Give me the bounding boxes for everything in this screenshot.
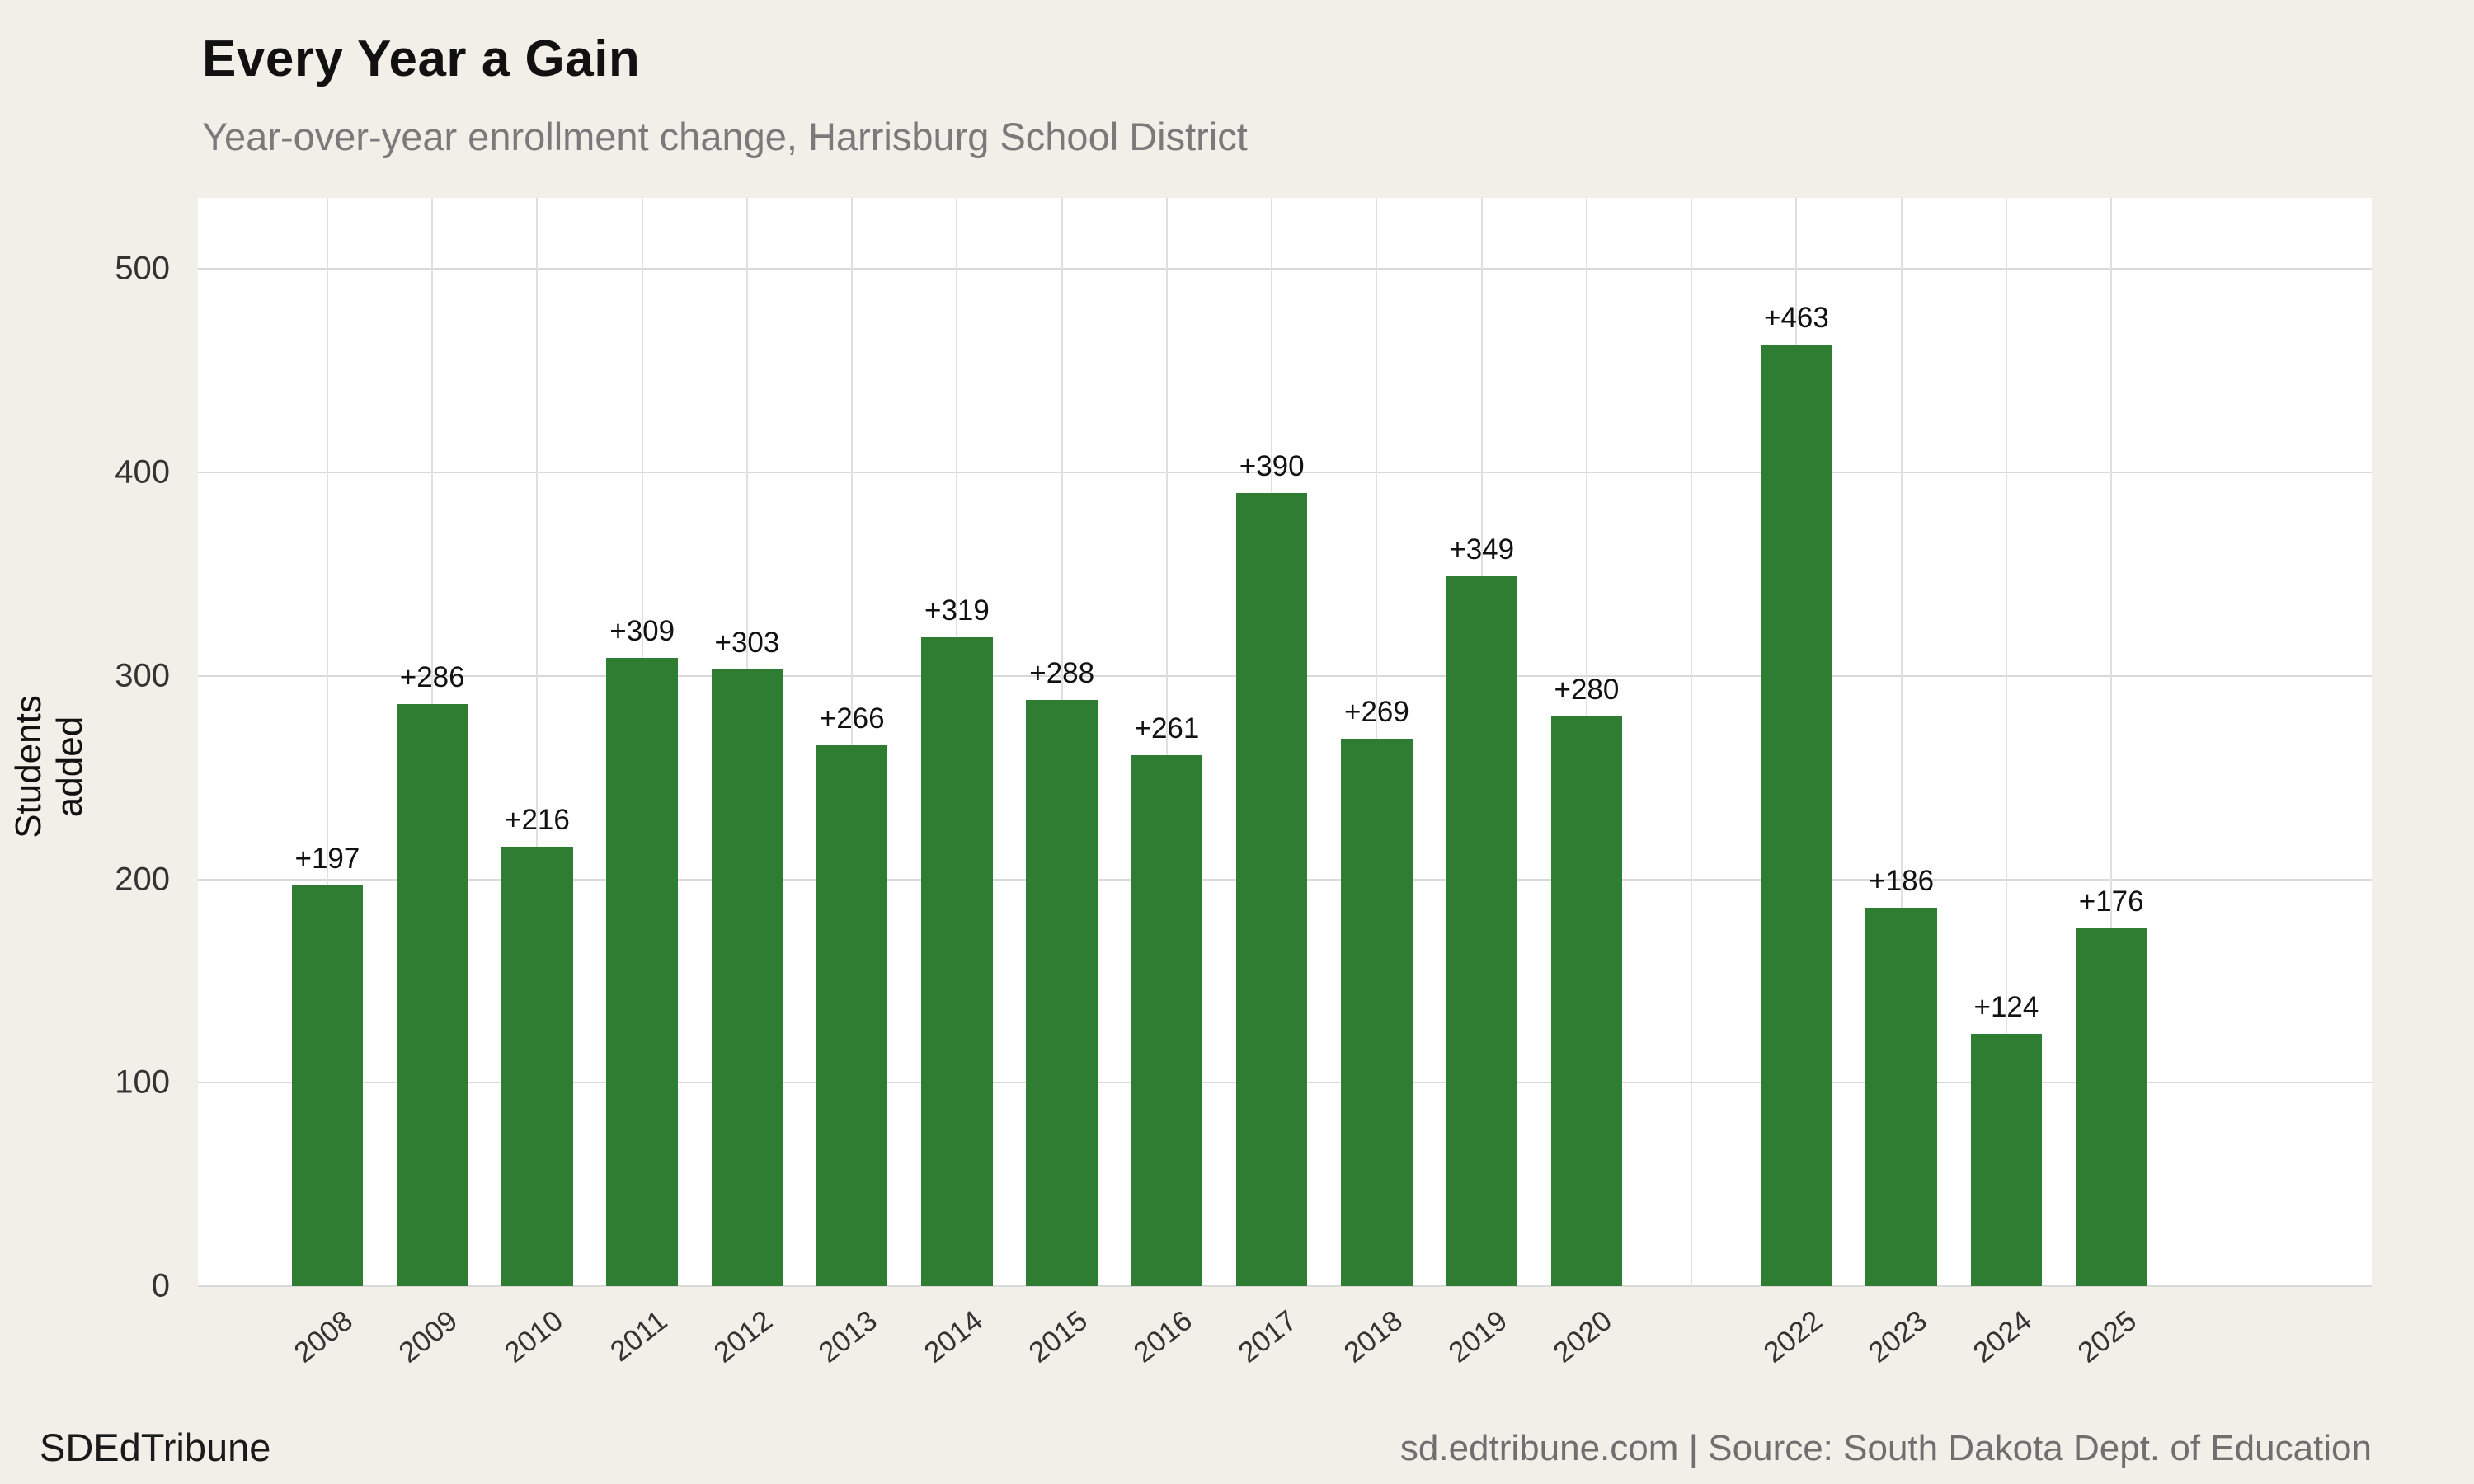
bar-value-label-2017: +390 xyxy=(1239,449,1305,482)
footer-brand: SDEdTribune xyxy=(40,1425,271,1469)
bar-2008 xyxy=(291,885,364,1286)
bar-2016 xyxy=(1131,755,1203,1286)
bar-value-label-2020: +280 xyxy=(1554,674,1620,707)
x-tick-label-2014: 2014 xyxy=(918,1304,989,1369)
bar-value-label-2016: +261 xyxy=(1134,712,1200,745)
bar-slot-2014: +319 2014 xyxy=(905,198,1009,1369)
y-tick-label-200: 200 xyxy=(115,861,170,898)
bar-2014 xyxy=(921,636,993,1286)
x-tick-label-2008: 2008 xyxy=(288,1304,359,1369)
x-tick-label-2013: 2013 xyxy=(812,1304,884,1369)
bar-slot-2017: +390 2017 xyxy=(1220,198,1324,1369)
bar-slot-2019: +349 2019 xyxy=(1429,198,1534,1369)
gridline-y-400 xyxy=(198,472,2372,474)
bar-value-label-2014: +319 xyxy=(924,594,990,627)
gridline-x xyxy=(536,198,539,1286)
x-tick-label-2009: 2009 xyxy=(393,1304,464,1369)
bar-slot-2013: +266 2013 xyxy=(800,198,905,1369)
bar-2009 xyxy=(396,704,468,1286)
bar-slot-2024: +124 2024 xyxy=(1954,198,2058,1369)
bar-2018 xyxy=(1341,739,1413,1286)
bar-2010 xyxy=(501,847,573,1286)
bar-slot-2012: +303 2012 xyxy=(694,198,799,1369)
bar-2022 xyxy=(1761,344,1832,1286)
bar-slot-2009: +286 2009 xyxy=(380,198,485,1369)
x-tick-label-2016: 2016 xyxy=(1127,1304,1198,1369)
x-tick-label-2019: 2019 xyxy=(1442,1304,1513,1369)
gridline-x xyxy=(1165,198,1168,1286)
bar-slot-2011: +309 2011 xyxy=(590,198,694,1368)
plot-area: +197 2008 +286 2009 +216 2010 +309 2011 +303 2012… xyxy=(198,198,2372,1369)
bar-slot-2015: +288 2015 xyxy=(1009,198,1114,1369)
bar-value-label-2018: +269 xyxy=(1344,696,1409,729)
bars-layer: +197 2008 +286 2009 +216 2010 +309 2011 +303 2012… xyxy=(275,198,2164,1369)
gridline-x xyxy=(2005,198,2007,1286)
bar-value-label-2013: +266 xyxy=(819,702,885,735)
x-tick-label-2022: 2022 xyxy=(1757,1304,1828,1369)
bar-value-label-2015: +288 xyxy=(1029,657,1095,690)
x-tick-label-2015: 2015 xyxy=(1023,1304,1094,1369)
y-tick-label-100: 100 xyxy=(115,1064,170,1101)
x-tick-label-2017: 2017 xyxy=(1232,1304,1304,1369)
bar-value-label-2024: +124 xyxy=(1973,991,2039,1024)
bar-value-label-2023: +186 xyxy=(1869,865,1935,898)
y-tick-label-300: 300 xyxy=(115,657,170,694)
footer-attribution: sd.edtribune.com | Source: South Dakota … xyxy=(1399,1428,2372,1468)
gridline-y-500 xyxy=(198,268,2372,270)
x-tick-label-2025: 2025 xyxy=(2072,1304,2143,1369)
bar-2019 xyxy=(1446,575,1517,1286)
bar-2011 xyxy=(606,657,678,1286)
x-tick-label-2018: 2018 xyxy=(1338,1304,1409,1369)
x-tick-label-2023: 2023 xyxy=(1862,1304,1933,1369)
bar-value-label-2019: +349 xyxy=(1449,533,1515,566)
bar-value-label-2009: +286 xyxy=(399,661,465,694)
x-tick-label-2024: 2024 xyxy=(1967,1304,2038,1369)
y-tick-label-500: 500 xyxy=(115,250,170,287)
bar-2017 xyxy=(1235,492,1308,1286)
gridline-x xyxy=(2110,198,2113,1286)
bar-2023 xyxy=(1865,908,1937,1286)
y-axis-tick-labels: 0 100 200 300 400 500 xyxy=(0,198,170,1304)
gridline-x xyxy=(1900,198,1903,1286)
bar-2020 xyxy=(1550,716,1623,1286)
bar-slot-2025: +176 2025 xyxy=(2059,198,2164,1369)
bar-slot-2018: +269 2018 xyxy=(1324,198,1429,1369)
bar-value-label-2011: +309 xyxy=(609,614,675,647)
bar-slot-2016: +261 2016 xyxy=(1114,198,1219,1369)
x-tick-label-2011: 2011 xyxy=(604,1304,674,1369)
bar-slot-2008: +197 2008 xyxy=(275,198,379,1369)
y-tick-label-400: 400 xyxy=(115,453,170,491)
chart-subtitle: Year-over-year enrollment change, Harris… xyxy=(202,115,1248,158)
gridline-y-0 xyxy=(198,1285,2372,1287)
x-tick-label-2010: 2010 xyxy=(498,1304,569,1369)
bar-2015 xyxy=(1026,700,1098,1286)
bar-2012 xyxy=(711,669,783,1286)
bar-value-label-2010: +216 xyxy=(505,804,570,837)
x-tick-label-2020: 2020 xyxy=(1547,1304,1618,1369)
x-tick-label-2012: 2012 xyxy=(708,1304,778,1369)
y-tick-label-0: 0 xyxy=(151,1267,170,1304)
bar-2024 xyxy=(1970,1034,2043,1286)
chart-title: Every Year a Gain xyxy=(202,31,641,87)
bar-slot-2022: +463 2022 xyxy=(1744,198,1849,1369)
bar-value-label-2012: +303 xyxy=(714,627,780,660)
bar-2025 xyxy=(2075,928,2147,1286)
gridline-x xyxy=(851,198,854,1286)
bar-value-label-2008: +197 xyxy=(294,842,360,875)
bar-2013 xyxy=(816,744,888,1286)
bar-slot-2023: +186 2023 xyxy=(1849,198,1954,1369)
bar-value-label-2025: +176 xyxy=(2078,885,2144,918)
gridline-x xyxy=(1691,198,1693,1286)
bar-slot-2020: +280 2020 xyxy=(1534,198,1639,1369)
bar-slot-2010: +216 2010 xyxy=(485,198,590,1369)
bar-slot-empty xyxy=(1639,198,1744,1286)
bar-value-label-2022: +463 xyxy=(1764,301,1829,334)
gridline-x xyxy=(326,198,328,1286)
